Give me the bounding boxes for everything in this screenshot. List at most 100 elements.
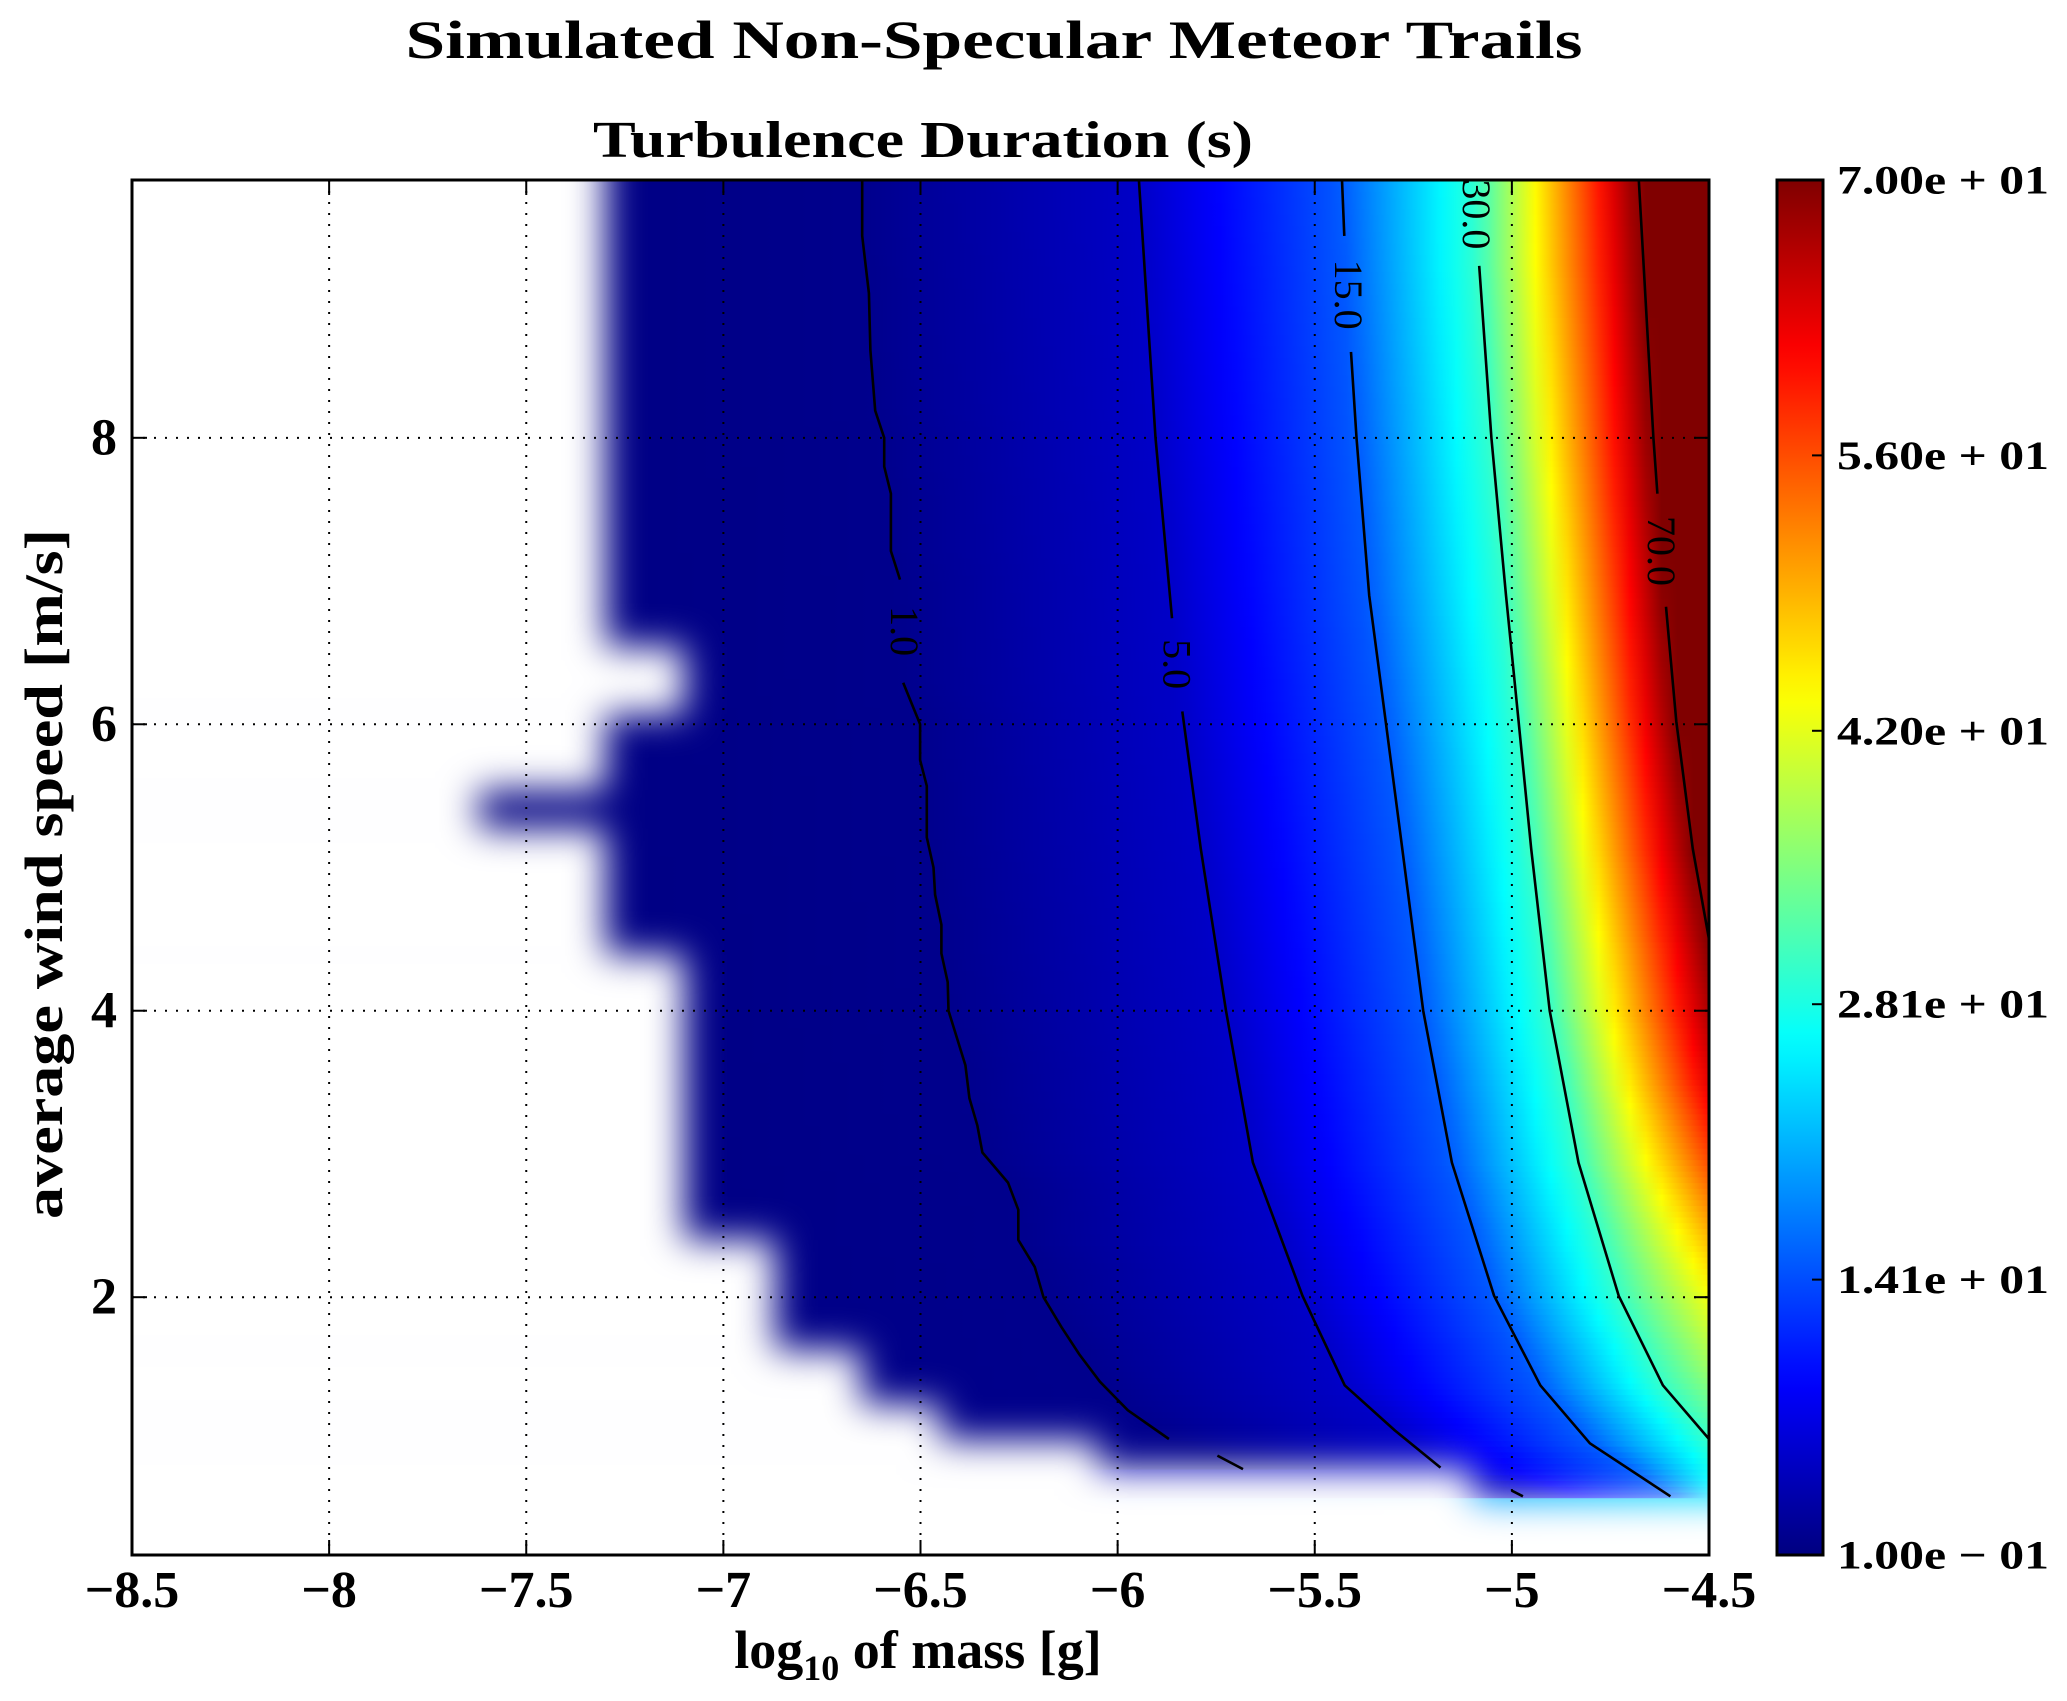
heatmap-row [132,1153,1709,1161]
heatmap-row [132,299,1709,307]
heatmap-row [132,391,1709,399]
x-tick-label: −6.5 [873,1562,968,1619]
heatmap-row [132,1147,1709,1155]
invalid-region-band [132,1440,1098,1470]
heatmap-row [132,1033,1709,1040]
contour-line-5.0 [1181,711,1442,1469]
contour-line-5.0 [1137,180,1174,619]
heatmap-row [132,1205,1709,1212]
contour-line-1.0 [901,682,1170,1441]
heatmap-row [132,889,1709,897]
heatmap-row [132,1302,1709,1310]
heatmap-row [132,1119,1709,1126]
heatmap-row [132,362,1709,370]
heatmap-row [132,1176,1709,1184]
heatmap-row [132,1336,1709,1344]
invalid-region-band [132,954,684,1240]
heatmap-row [132,1273,1709,1281]
heatmap-row [132,1182,1709,1189]
heatmap-row [132,1319,1709,1327]
x-axis-label-rest: of mass [g] [839,1620,1101,1680]
heatmap-row [132,1199,1709,1207]
heatmap-row [132,586,1709,593]
heatmap-row [132,1359,1709,1367]
y-axis-label: average wind speed [m/s] [14,529,74,1219]
contour-label: 15.0 [1326,260,1371,330]
heatmap-row [132,1279,1709,1287]
heatmap-row [132,1399,1709,1407]
invalid-region-band [132,1239,775,1351]
heatmap-row [132,907,1709,914]
y-tick-label: 4 [91,982,117,1039]
heatmap-row [132,1296,1709,1304]
heatmap-row [132,477,1709,485]
heatmap-row [132,511,1709,519]
heatmap-row [132,930,1709,937]
heatmap-row [132,271,1709,278]
heatmap-row [132,666,1709,674]
heatmap-row [132,1187,1709,1195]
heatmap-row [132,488,1709,496]
axes: −8.5 −8 −7.5 −7 −6.5 −6 −5.5 −5 −4.5 2 4 6 8 [85,180,1756,1619]
heatmap-row [132,506,1709,513]
heatmap-row [132,1331,1709,1338]
heatmap-row [132,208,1709,215]
heatmap-row [132,1313,1709,1321]
heatmap-row [132,1394,1709,1401]
invalid-region-band [132,828,606,955]
heatmap-row [132,517,1709,525]
heatmap-row [132,448,1709,456]
heatmap-row [132,523,1709,530]
heatmap-row [132,781,1709,788]
colorbar: 7.00e + 01 5.60e + 01 4.20e + 01 2.81e + 01… [1775,158,2049,1578]
heatmap-row [132,1027,1709,1035]
heatmap-row [132,867,1709,874]
heatmap-row [132,574,1709,582]
heatmap-row [132,202,1709,210]
heatmap-row [132,632,1709,639]
heatmap-row [132,1164,1709,1172]
colorbar-tick-label: 7.00e + 01 [1837,158,2049,203]
invalid-region-band [132,646,684,715]
heatmap-row [132,1124,1709,1132]
contour-label: 5.0 [1154,639,1199,689]
heatmap-row [132,368,1709,376]
contour-labels: 1.0 5.0 15.0 30.0 70.0 [882,179,1684,689]
heatmap-row [132,1130,1709,1138]
heatmap-row [132,374,1709,382]
invalid-region-band [132,790,479,829]
heatmap-row [132,328,1709,336]
heatmap-row [132,437,1709,445]
heatmap-row [132,294,1709,301]
colorbar-tick-label: 2.81e + 01 [1837,982,2049,1027]
heatmap-row [132,317,1709,324]
heatmap-row [132,1268,1709,1275]
x-tick-label: −5.5 [1267,1562,1362,1619]
heatmap-row [132,609,1709,616]
colorbar-tick-label: 5.60e + 01 [1837,433,2049,478]
heatmap-row [132,1015,1709,1023]
heatmap-row [132,649,1709,657]
invalid-region-band [132,1404,941,1441]
heatmap-row [132,952,1709,960]
heatmap-row [132,236,1709,244]
invalid-region-band [132,1469,1473,1501]
heatmap-row [132,712,1709,720]
heatmap-row [132,414,1709,422]
heatmap-row [132,626,1709,634]
heatmap-row [132,454,1709,462]
x-tick-label: −7 [696,1562,752,1619]
heatmap-row [132,351,1709,359]
heatmap-row [132,1038,1709,1046]
heatmap-row [132,311,1709,318]
heatmap-row [132,1067,1709,1075]
heatmap-row [132,1061,1709,1069]
heatmap-row [132,844,1709,851]
heatmap-row [132,718,1709,725]
heatmap-row [132,1010,1709,1017]
heatmap-row [132,1021,1709,1029]
heatmap-row [132,637,1709,645]
heatmap-row [132,964,1709,972]
heatmap-row [132,592,1709,599]
